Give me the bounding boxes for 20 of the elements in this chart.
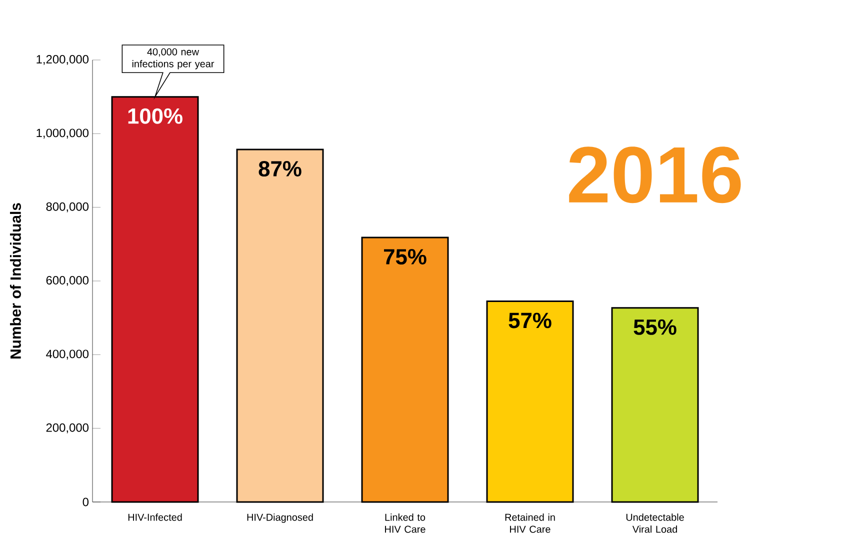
- y-tick-label: 400,000: [46, 350, 89, 360]
- x-tick-label: HIV-Infected: [128, 514, 182, 521]
- x-tick-label: Retained in HIV Care: [505, 514, 555, 533]
- y-tick-label: 600,000: [46, 276, 89, 286]
- annotation: 57%: [508, 312, 552, 328]
- x-tick-label: Undetectable Viral Load: [626, 514, 684, 533]
- y-tick-label: 1,000,000: [36, 128, 89, 139]
- y-tick-label: 0: [82, 498, 89, 506]
- annotation: 87%: [258, 161, 302, 177]
- text: 2016: [569, 146, 741, 204]
- y-axis-title: Number of Individuals: [10, 203, 21, 358]
- x-tick-label: HIV-Diagnosed: [247, 514, 313, 523]
- y-tick-label: 1,200,000: [36, 55, 89, 65]
- y-tick-label: 800,000: [46, 202, 89, 212]
- annotation: 100%: [128, 108, 182, 124]
- y-tick-label: 200,000: [46, 423, 89, 434]
- annotation: 75%: [384, 249, 426, 265]
- annotation: 55%: [634, 319, 676, 335]
- x-tick-label: Linked to HIV Care: [385, 514, 426, 533]
- annotation: 40,000 new infections per year: [132, 48, 214, 70]
